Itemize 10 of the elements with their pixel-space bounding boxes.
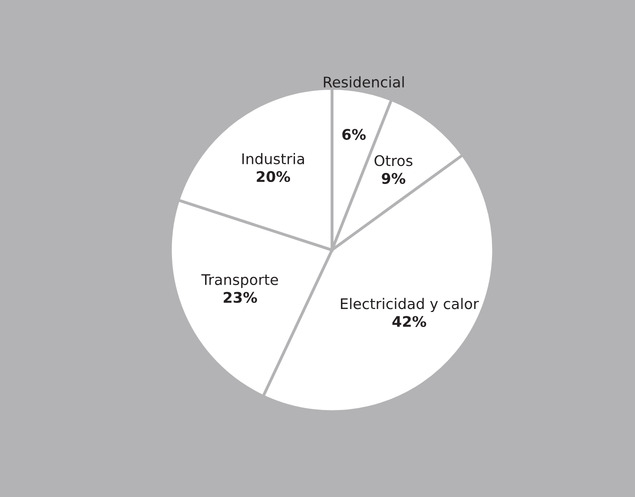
slice-label: Industria [242, 153, 304, 164]
data-label: 23% [224, 292, 258, 303]
data-label: 6% [342, 128, 366, 140]
data-label: 42% [392, 316, 426, 327]
slice-label: Residencial [324, 76, 404, 88]
slice-label: Transporte [201, 274, 278, 288]
data-label: 9% [382, 172, 406, 184]
slice-label: Otros [374, 155, 412, 166]
data-label: 20% [256, 171, 290, 182]
slice-label: Electricidad y calor [340, 298, 479, 312]
